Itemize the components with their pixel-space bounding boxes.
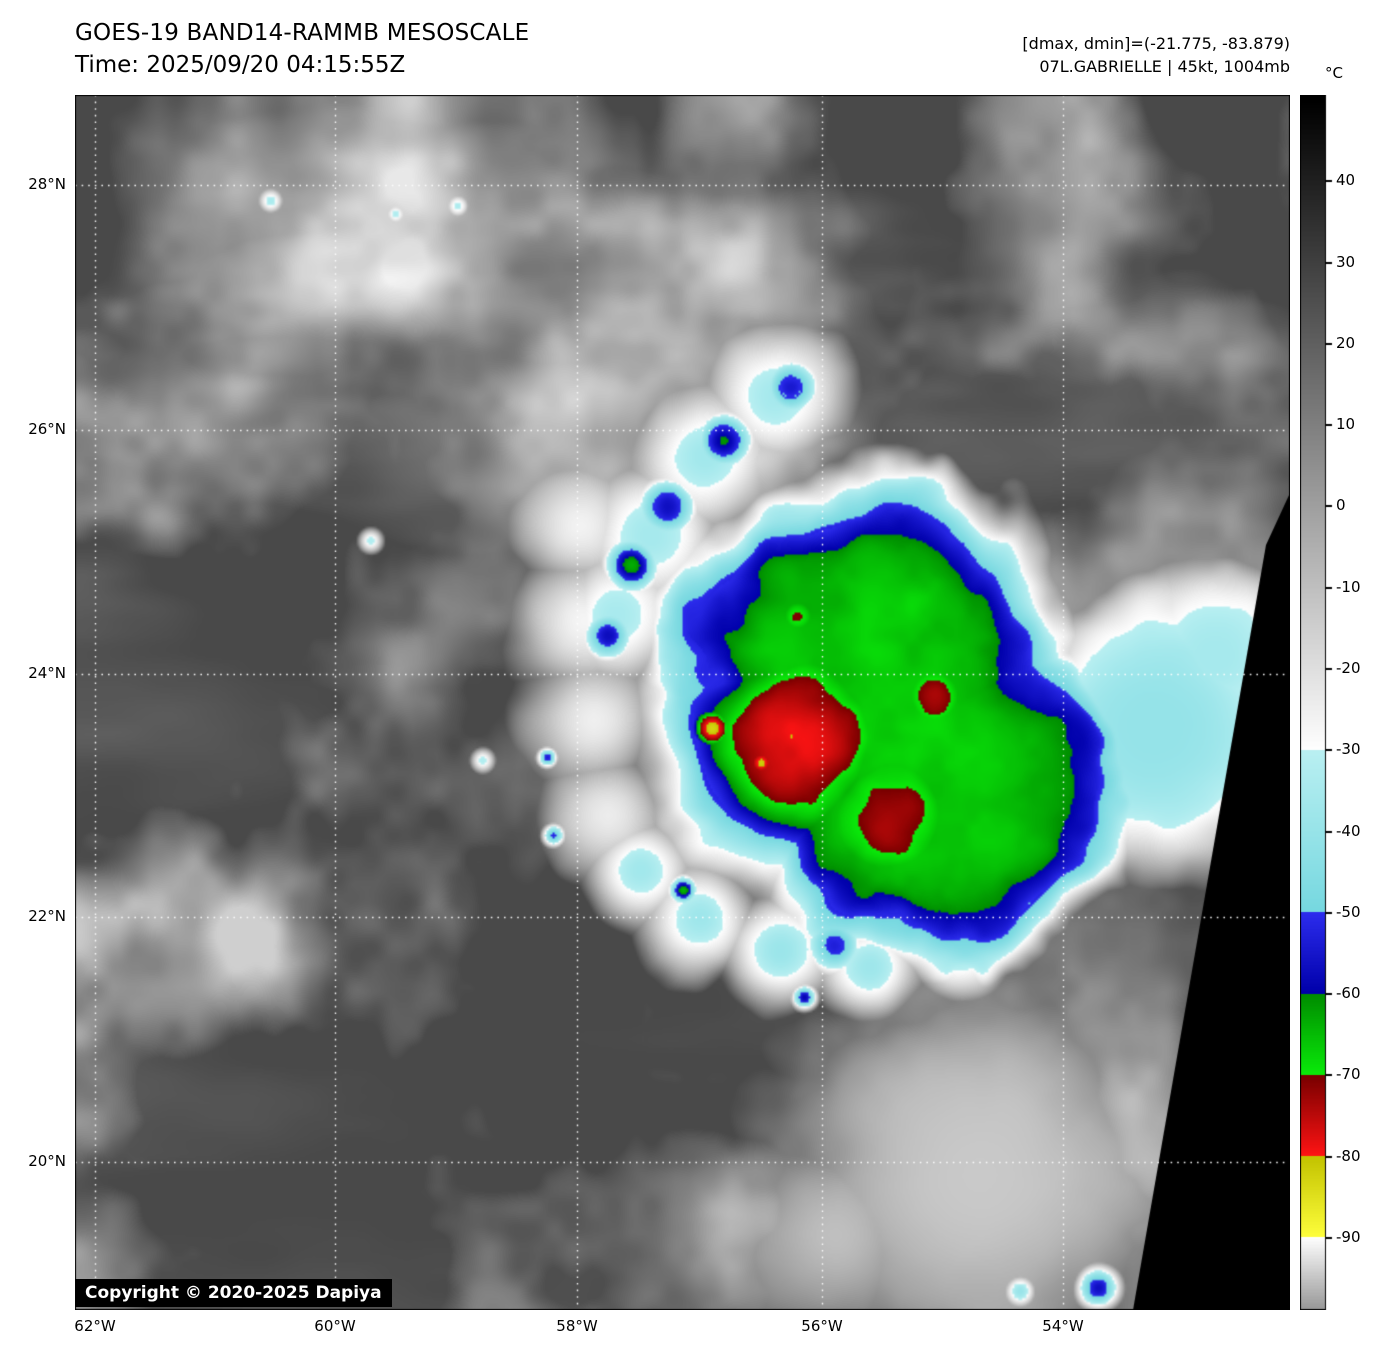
colorbar-tick-label: -90 (1336, 1228, 1361, 1246)
colorbar-tick-label: -50 (1336, 903, 1361, 921)
grid-label-lat: 26°N (28, 420, 66, 438)
product-title: GOES-19 BAND14-RAMMB MESOSCALE (75, 20, 530, 46)
colorbar-tick-label: -70 (1336, 1065, 1361, 1083)
colorbar-tick-label: 30 (1336, 253, 1356, 271)
grid-label-lon: 60°W (314, 1317, 356, 1335)
colorbar-tick-label: -30 (1336, 740, 1361, 758)
colorbar-tick-label: -80 (1336, 1147, 1361, 1165)
storm-info: 07L.GABRIELLE | 45kt, 1004mb (1039, 57, 1290, 76)
grid-label-lat: 22°N (28, 907, 66, 925)
grid-label-lat: 20°N (28, 1152, 66, 1170)
grid-label-lon: 54°W (1042, 1317, 1084, 1335)
grid-label-lat: 24°N (28, 664, 66, 682)
timestamp: Time: 2025/09/20 04:15:55Z (75, 52, 406, 78)
colorbar-unit-label: °C (1325, 64, 1343, 82)
dmax-dmin-readout: [dmax, dmin]=(-21.775, -83.879) (1022, 34, 1290, 53)
colorbar-tick-label: 40 (1336, 171, 1356, 189)
grid-label-lon: 58°W (556, 1317, 598, 1335)
satellite-image (75, 95, 1290, 1310)
grid-label-lat: 28°N (28, 175, 66, 193)
colorbar-tick-label: -60 (1336, 984, 1361, 1002)
copyright-notice: Copyright © 2020-2025 Dapiya (75, 1279, 392, 1307)
colorbar-tick-label: -10 (1336, 578, 1361, 596)
colorbar-tick-label: 10 (1336, 415, 1356, 433)
grid-label-lon: 56°W (801, 1317, 843, 1335)
temperature-colorbar (1300, 95, 1334, 1310)
grid-label-lon: 62°W (74, 1317, 116, 1335)
colorbar-tick-label: 20 (1336, 334, 1356, 352)
colorbar-tick-label: -40 (1336, 822, 1361, 840)
colorbar-tick-label: -20 (1336, 659, 1361, 677)
colorbar-tick-label: 0 (1336, 496, 1346, 514)
